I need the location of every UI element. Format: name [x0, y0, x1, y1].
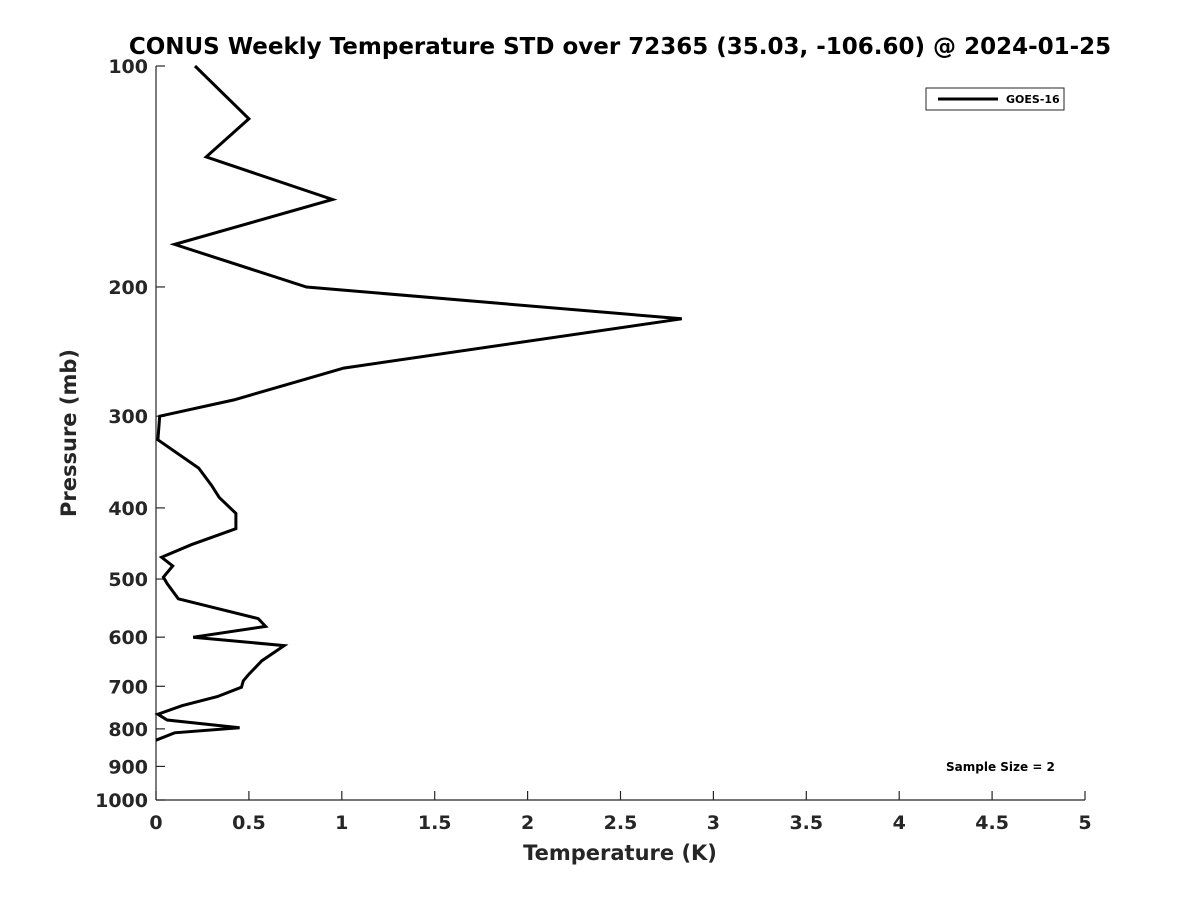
y-tick-label: 300	[108, 406, 148, 428]
x-tick-label: 2.5	[604, 812, 638, 834]
y-axis-label: Pressure (mb)	[57, 349, 81, 517]
x-tick-label: 0	[149, 812, 162, 834]
series-line-goes-16	[154, 64, 683, 742]
x-tick-label: 3.5	[789, 812, 823, 834]
y-tick-label: 500	[108, 569, 148, 591]
x-ticks: 0 0.5 1 1.5 2 2.5 3 3.5 4 4.5 5	[149, 791, 1092, 834]
y-tick-label: 900	[108, 756, 148, 778]
y-tick-label: 1000	[95, 790, 148, 812]
x-tick-label: 0.5	[232, 812, 266, 834]
x-tick-label: 4	[893, 812, 906, 834]
y-tick-label: 600	[108, 627, 148, 649]
y-tick-label: 100	[108, 56, 148, 78]
chart-title: CONUS Weekly Temperature STD over 72365 …	[129, 34, 1111, 60]
x-tick-label: 2	[521, 812, 534, 834]
sample-size-annotation: Sample Size = 2	[946, 760, 1055, 774]
x-tick-label: 1.5	[418, 812, 452, 834]
y-tick-label: 200	[108, 277, 148, 299]
y-tick-label: 800	[108, 719, 148, 741]
plot-area	[155, 66, 1085, 801]
x-tick-label: 5	[1078, 812, 1091, 834]
x-tick-label: 3	[707, 812, 720, 834]
y-tick-label: 700	[108, 676, 148, 698]
x-axis-label: Temperature (K)	[523, 841, 717, 865]
x-tick-label: 4.5	[975, 812, 1009, 834]
y-tick-label: 400	[108, 498, 148, 520]
x-tick-label: 1	[335, 812, 348, 834]
legend: GOES-16	[925, 87, 1065, 111]
y-ticks: 100 200 300 400 500 600 700 800 900 1000	[95, 56, 165, 812]
legend-entry-goes-16: GOES-16	[1006, 93, 1060, 106]
